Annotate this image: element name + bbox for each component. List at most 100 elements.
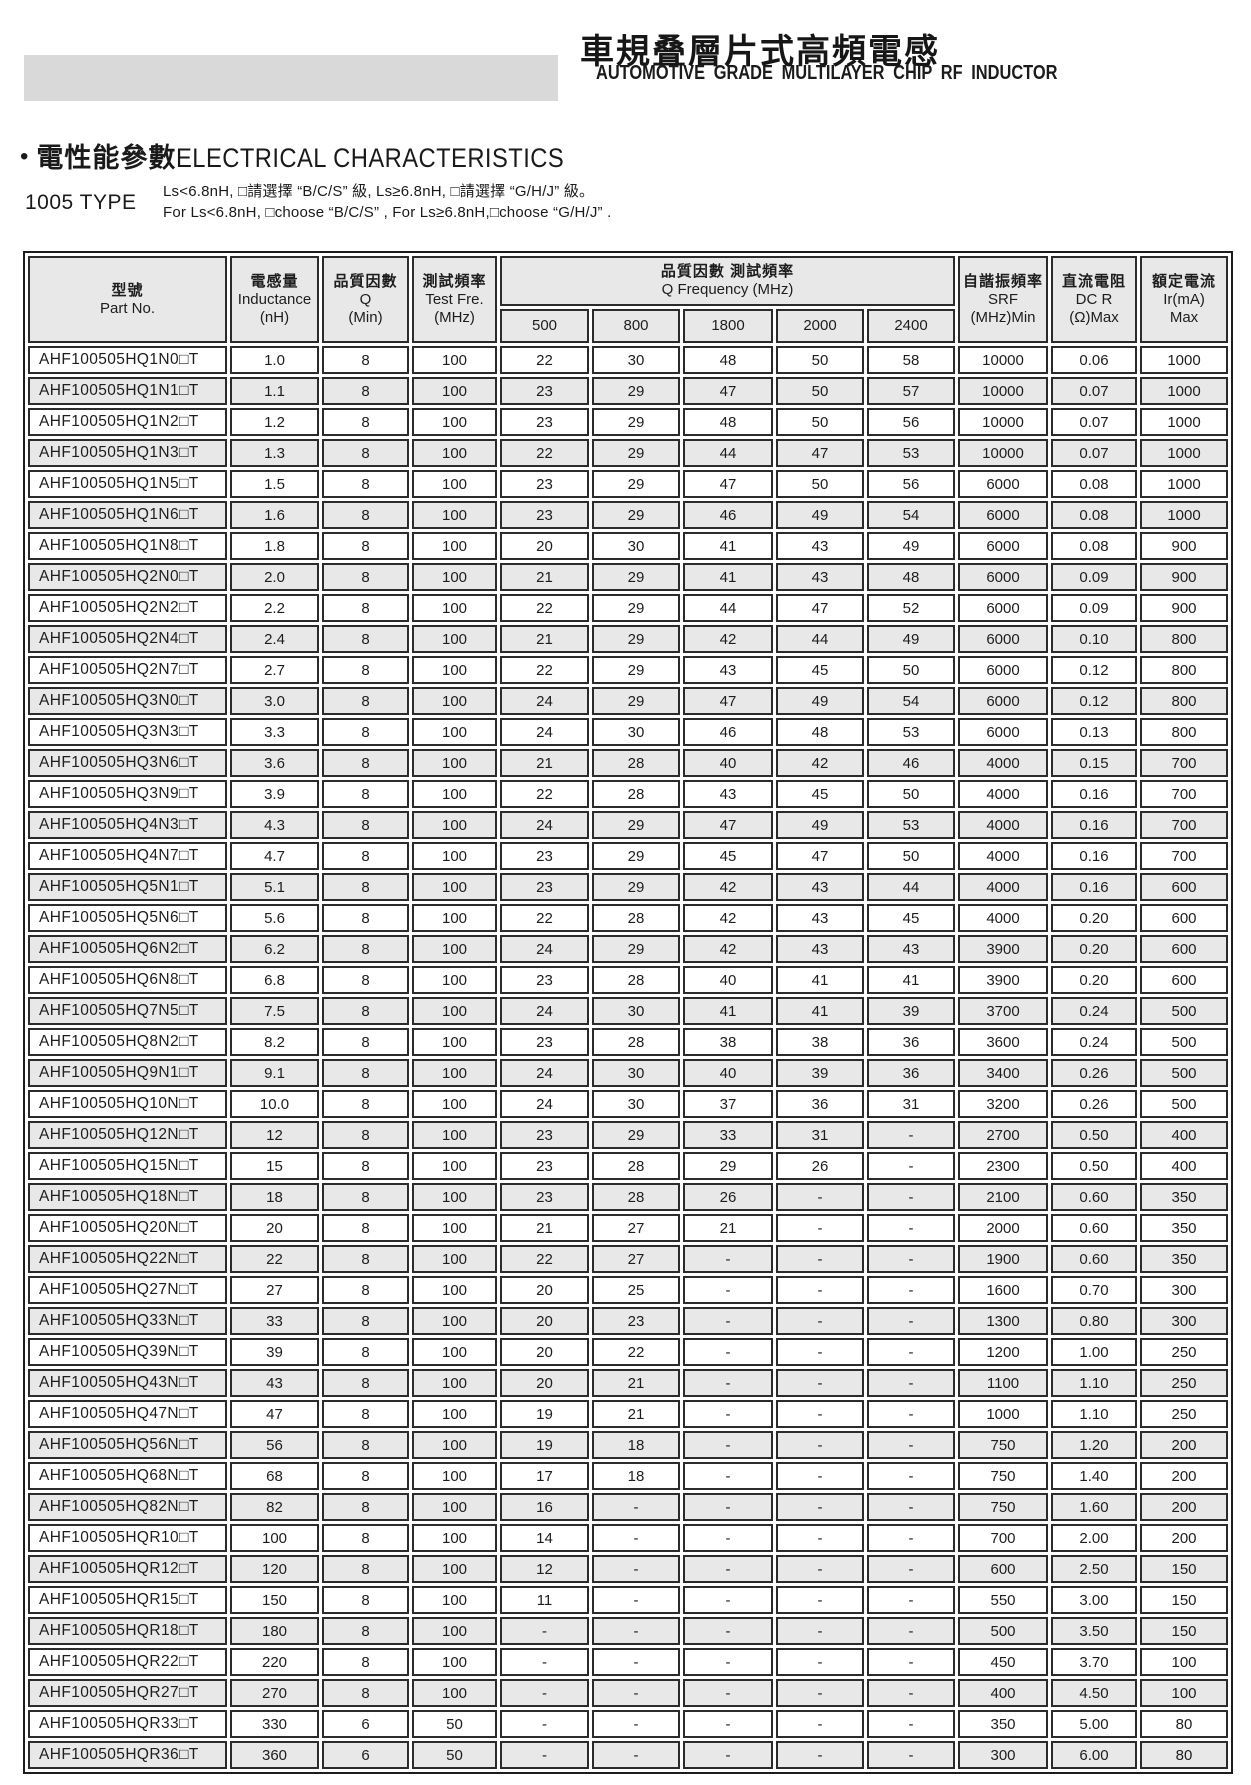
part-number-cell: AHF100505HQ33N□T — [28, 1307, 227, 1335]
value-cell: 3.70 — [1051, 1648, 1138, 1676]
value-cell: 2100 — [958, 1183, 1049, 1211]
value-cell: 2.00 — [1051, 1524, 1138, 1552]
part-number-cell: AHF100505HQ82N□T — [28, 1493, 227, 1521]
table-row: AHF100505HQ9N1□T 9.1 8 100 24 30 40 39 36 3400 0.2… — [28, 1059, 1229, 1087]
value-cell: 8 — [322, 1493, 409, 1521]
value-cell: 20 — [500, 1307, 589, 1335]
part-number-cell: AHF100505HQ43N□T — [28, 1369, 227, 1397]
value-cell: 26 — [683, 1183, 773, 1211]
value-cell: 6000 — [958, 532, 1049, 560]
table-row: AHF100505HQR22□T 220 8 100- - - - -450 3.70 100 — [28, 1648, 1229, 1676]
value-cell: - — [592, 1741, 680, 1769]
value-cell: 8 — [322, 966, 409, 994]
value-cell: 800 — [1140, 625, 1229, 653]
value-cell: 29 — [592, 811, 680, 839]
value-cell: - — [776, 1524, 864, 1552]
value-cell: 49 — [867, 625, 956, 653]
value-cell: 700 — [1140, 780, 1229, 808]
value-cell: 58 — [867, 346, 956, 374]
page-title: 車規叠層片式高頻電感 — [580, 33, 940, 71]
value-cell: 250 — [1140, 1338, 1229, 1366]
value-cell: 0.07 — [1051, 439, 1138, 467]
part-number-cell: AHF100505HQ2N4□T — [28, 625, 227, 653]
value-cell: 20 — [500, 532, 589, 560]
part-number-cell: AHF100505HQ18N□T — [28, 1183, 227, 1211]
value-cell: 16 — [500, 1493, 589, 1521]
value-cell: 43 — [776, 563, 864, 591]
value-cell: 47 — [683, 470, 773, 498]
value-cell: 120 — [230, 1555, 319, 1583]
value-cell: - — [776, 1586, 864, 1614]
value-cell: 3.9 — [230, 780, 319, 808]
value-cell: 50 — [776, 470, 864, 498]
value-cell: 3.50 — [1051, 1617, 1138, 1645]
value-cell: 50 — [776, 408, 864, 436]
value-cell: 56 — [230, 1431, 319, 1459]
value-cell: 29 — [592, 563, 680, 591]
value-cell: 100 — [412, 1028, 497, 1056]
value-cell: 41 — [683, 563, 773, 591]
value-cell: 1.6 — [230, 501, 319, 529]
value-cell: 40 — [683, 1059, 773, 1087]
value-cell: 300 — [958, 1741, 1049, 1769]
value-cell: - — [776, 1710, 864, 1738]
value-cell: 0.26 — [1051, 1090, 1138, 1118]
value-cell: - — [776, 1617, 864, 1645]
value-cell: 0.09 — [1051, 594, 1138, 622]
value-cell: 2.4 — [230, 625, 319, 653]
value-cell: 8 — [322, 408, 409, 436]
value-cell: 3900 — [958, 966, 1049, 994]
value-cell: - — [500, 1679, 589, 1707]
value-cell: 8 — [322, 1090, 409, 1118]
value-cell: 200 — [1140, 1524, 1229, 1552]
value-cell: 0.10 — [1051, 625, 1138, 653]
value-cell: - — [776, 1276, 864, 1304]
value-cell: 360 — [230, 1741, 319, 1769]
col-header-part-no: 型號 Part No. — [28, 256, 227, 343]
value-cell: - — [683, 1245, 773, 1273]
value-cell: 750 — [958, 1431, 1049, 1459]
value-cell: 0.20 — [1051, 966, 1138, 994]
table-row: AHF100505HQ82N□T 82 8 100 16- - - -750 1.60 200 — [28, 1493, 1229, 1521]
value-cell: - — [592, 1493, 680, 1521]
value-cell: 2.7 — [230, 656, 319, 684]
value-cell: 56 — [867, 470, 956, 498]
value-cell: 100 — [412, 439, 497, 467]
value-cell: 1000 — [1140, 439, 1229, 467]
value-cell: 100 — [412, 1059, 497, 1087]
value-cell: 1.5 — [230, 470, 319, 498]
table-row: AHF100505HQR15□T 150 8 100 11- - - -550 3.00 150 — [28, 1586, 1229, 1614]
value-cell: 22 — [500, 594, 589, 622]
value-cell: 49 — [776, 811, 864, 839]
value-cell: - — [867, 1276, 956, 1304]
value-cell: 800 — [1140, 718, 1229, 746]
value-cell: 100 — [412, 594, 497, 622]
value-cell: 50 — [776, 346, 864, 374]
value-cell: 19 — [500, 1400, 589, 1428]
value-cell: 11 — [500, 1586, 589, 1614]
value-cell: 150 — [230, 1586, 319, 1614]
value-cell: 18 — [592, 1431, 680, 1459]
value-cell: 0.08 — [1051, 470, 1138, 498]
value-cell: 47 — [776, 439, 864, 467]
value-cell: 100 — [412, 873, 497, 901]
value-cell: 47 — [683, 811, 773, 839]
value-cell: 350 — [1140, 1245, 1229, 1273]
part-number-cell: AHF100505HQ1N6□T — [28, 501, 227, 529]
value-cell: - — [776, 1214, 864, 1242]
part-number-cell: AHF100505HQ6N2□T — [28, 935, 227, 963]
table-row: AHF100505HQ33N□T 33 8 100 20 23- - -1300 0.80 300 — [28, 1307, 1229, 1335]
value-cell: 29 — [592, 408, 680, 436]
value-cell: 8 — [322, 656, 409, 684]
value-cell: 31 — [867, 1090, 956, 1118]
value-cell: 29 — [592, 625, 680, 653]
value-cell: 500 — [958, 1617, 1049, 1645]
value-cell: 5.00 — [1051, 1710, 1138, 1738]
col-header-dcr: 直流電阻 DC R (Ω)Max — [1051, 256, 1138, 343]
value-cell: 30 — [592, 1059, 680, 1087]
value-cell: 8 — [322, 1648, 409, 1676]
part-number-cell: AHF100505HQ15N□T — [28, 1152, 227, 1180]
value-cell: 68 — [230, 1462, 319, 1490]
value-cell: 400 — [1140, 1121, 1229, 1149]
value-cell: 6000 — [958, 470, 1049, 498]
